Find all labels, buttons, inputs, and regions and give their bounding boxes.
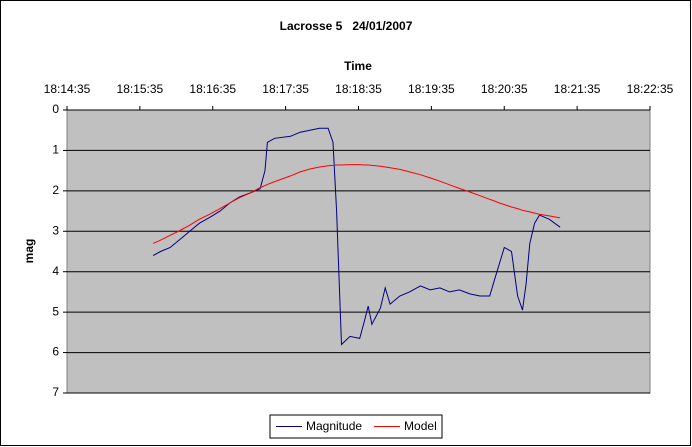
y-tick-label: 2 [52, 183, 59, 197]
plot-area [66, 109, 651, 394]
y-tick-label: 3 [52, 223, 59, 237]
x-axis-title: Time [344, 59, 372, 73]
data-line [152, 127, 561, 346]
x-tick-label: 18:20:35 [481, 82, 528, 96]
y-tick-label: 1 [52, 143, 59, 157]
data-line [152, 164, 561, 244]
legend-box [269, 414, 443, 439]
y-tick-label: 4 [52, 264, 59, 278]
y-axis-title: mag [22, 239, 36, 264]
x-tick-label: 18:16:35 [189, 82, 236, 96]
x-tick-label: 18:19:35 [408, 82, 455, 96]
x-tick-label: 18:18:35 [335, 82, 382, 96]
y-tick-label: 5 [52, 304, 59, 318]
legend-label: Magnitude [306, 419, 362, 433]
x-tick-label: 18:15:35 [117, 82, 164, 96]
chart-title: Lacrosse 5 24/01/2007 [280, 19, 413, 33]
y-tick-label: 0 [52, 102, 59, 116]
x-tick-label: 18:21:35 [554, 82, 601, 96]
x-tick-label: 18:22:35 [627, 82, 674, 96]
y-tick-label: 6 [52, 345, 59, 359]
x-tick-label: 18:17:35 [262, 82, 309, 96]
y-tick-label: 7 [52, 385, 59, 399]
legend-label: Model [404, 419, 437, 433]
x-tick-label: 18:14:35 [44, 82, 91, 96]
